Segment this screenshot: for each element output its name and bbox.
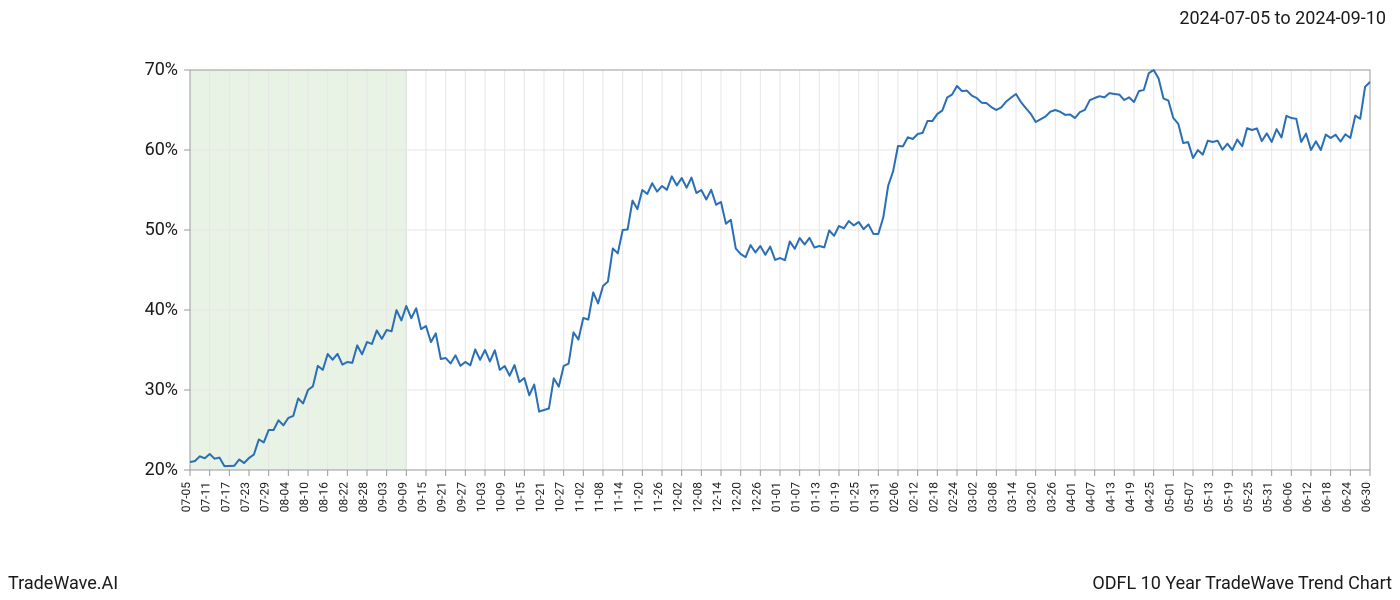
x-tick-label: 06-30	[1359, 482, 1373, 513]
y-tick-label: 60%	[145, 139, 178, 160]
x-tick-label: 07-05	[179, 482, 193, 513]
x-tick-label: 06-18	[1320, 482, 1334, 513]
y-tick-label: 20%	[145, 459, 178, 480]
x-tick-label: 11-08	[592, 482, 606, 513]
x-tick-label: 05-25	[1241, 482, 1255, 513]
x-tick-label: 03-20	[1025, 482, 1039, 513]
x-tick-label: 08-10	[297, 482, 311, 513]
x-tick-label: 08-16	[317, 482, 331, 513]
x-tick-label: 01-31	[867, 482, 881, 512]
chart-title: ODFL 10 Year TradeWave Trend Chart	[1092, 573, 1392, 594]
x-tick-label: 01-07	[789, 482, 803, 513]
x-tick-label: 07-29	[258, 482, 272, 512]
x-tick-label: 03-26	[1044, 482, 1058, 513]
brand-label: TradeWave.AI	[8, 573, 118, 594]
x-tick-label: 07-23	[238, 482, 252, 512]
x-tick-label: 11-14	[612, 482, 626, 513]
x-tick-label: 09-27	[454, 482, 468, 513]
x-tick-label: 05-07	[1182, 482, 1196, 513]
y-tick-label: 70%	[145, 59, 178, 80]
x-tick-label: 02-24	[946, 482, 960, 513]
x-tick-label: 04-19	[1123, 482, 1137, 512]
x-tick-label: 01-13	[808, 482, 822, 512]
x-tick-label: 09-15	[415, 482, 429, 513]
x-tick-label: 01-19	[828, 482, 842, 512]
x-tick-label: 11-02	[572, 482, 586, 513]
trend-chart: 20% 30% 40% 50% 60% 70% 07-05 07-11 07-17 07-23 07…	[0, 0, 1400, 600]
x-tick-label: 09-21	[435, 482, 449, 512]
x-tick-label: 12-08	[690, 482, 704, 513]
x-tick-label: 07-17	[218, 482, 232, 513]
x-tick-label: 10-09	[494, 482, 508, 512]
x-tick-label: 10-27	[553, 482, 567, 513]
x-tick-label: 02-12	[907, 482, 921, 513]
x-tick-label: 10-21	[533, 482, 547, 512]
y-tick-label: 40%	[145, 299, 178, 320]
x-tick-label: 06-06	[1280, 482, 1294, 513]
x-tick-label: 09-09	[395, 482, 409, 512]
x-tick-label: 12-20	[730, 482, 744, 513]
x-tick-label: 11-20	[631, 482, 645, 513]
x-tick-label: 05-19	[1221, 482, 1235, 512]
x-tick-label: 06-24	[1339, 482, 1353, 513]
x-tick-label: 12-14	[710, 482, 724, 513]
x-tick-label: 03-02	[966, 482, 980, 513]
x-tick-label: 09-03	[376, 482, 390, 512]
highlight-band	[190, 70, 406, 470]
y-tick-label: 50%	[145, 219, 178, 240]
x-tick-label: 11-26	[651, 482, 665, 513]
x-tick-label: 04-25	[1143, 482, 1157, 513]
x-tick-label: 06-12	[1300, 482, 1314, 513]
x-tick-label: 01-25	[848, 482, 862, 513]
x-tick-label: 08-04	[277, 482, 291, 513]
x-tick-label: 07-11	[199, 482, 213, 512]
x-tick-label: 04-07	[1084, 482, 1098, 513]
x-tick-label: 08-22	[336, 482, 350, 513]
date-range-label: 2024-07-05 to 2024-09-10	[1179, 8, 1386, 29]
x-tick-label: 08-28	[356, 482, 370, 513]
x-tick-label: 04-13	[1103, 482, 1117, 512]
x-tick-label: 03-14	[1005, 482, 1019, 513]
x-tick-label: 10-03	[474, 482, 488, 512]
x-tick-label: 03-08	[985, 482, 999, 513]
x-tick-label: 12-02	[671, 482, 685, 513]
y-tick-label: 30%	[145, 379, 178, 400]
x-tick-label: 05-31	[1261, 482, 1275, 512]
x-tick-label: 05-13	[1202, 482, 1216, 512]
x-tick-label: 04-01	[1064, 482, 1078, 512]
x-tick-label: 02-06	[887, 482, 901, 513]
x-tick-label: 12-26	[749, 482, 763, 513]
x-tick-label: 01-01	[769, 482, 783, 512]
x-tick-label: 05-01	[1162, 482, 1176, 512]
x-tick-label: 02-18	[926, 482, 940, 513]
x-tick-label: 10-15	[513, 482, 527, 513]
